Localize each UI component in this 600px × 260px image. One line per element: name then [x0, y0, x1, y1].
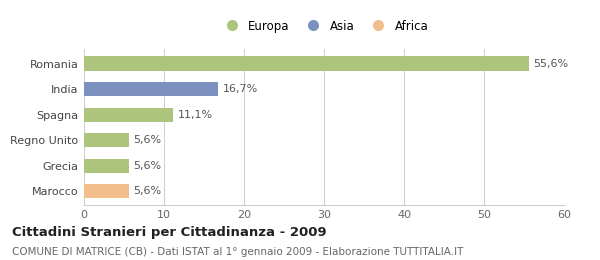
Bar — [84, 108, 173, 122]
Legend: Europa, Asia, Africa: Europa, Asia, Africa — [215, 15, 433, 37]
Text: COMUNE DI MATRICE (CB) - Dati ISTAT al 1° gennaio 2009 - Elaborazione TUTTITALIA: COMUNE DI MATRICE (CB) - Dati ISTAT al 1… — [12, 247, 463, 257]
Text: 11,1%: 11,1% — [178, 110, 213, 120]
Text: 16,7%: 16,7% — [223, 84, 257, 94]
Bar — [84, 82, 218, 96]
Text: 55,6%: 55,6% — [533, 58, 569, 69]
Bar — [84, 159, 129, 173]
Bar — [84, 133, 129, 147]
Text: 5,6%: 5,6% — [134, 135, 162, 145]
Text: 5,6%: 5,6% — [134, 186, 162, 196]
Bar — [84, 184, 129, 198]
Bar — [84, 56, 529, 70]
Text: Cittadini Stranieri per Cittadinanza - 2009: Cittadini Stranieri per Cittadinanza - 2… — [12, 226, 326, 239]
Text: 5,6%: 5,6% — [134, 161, 162, 171]
